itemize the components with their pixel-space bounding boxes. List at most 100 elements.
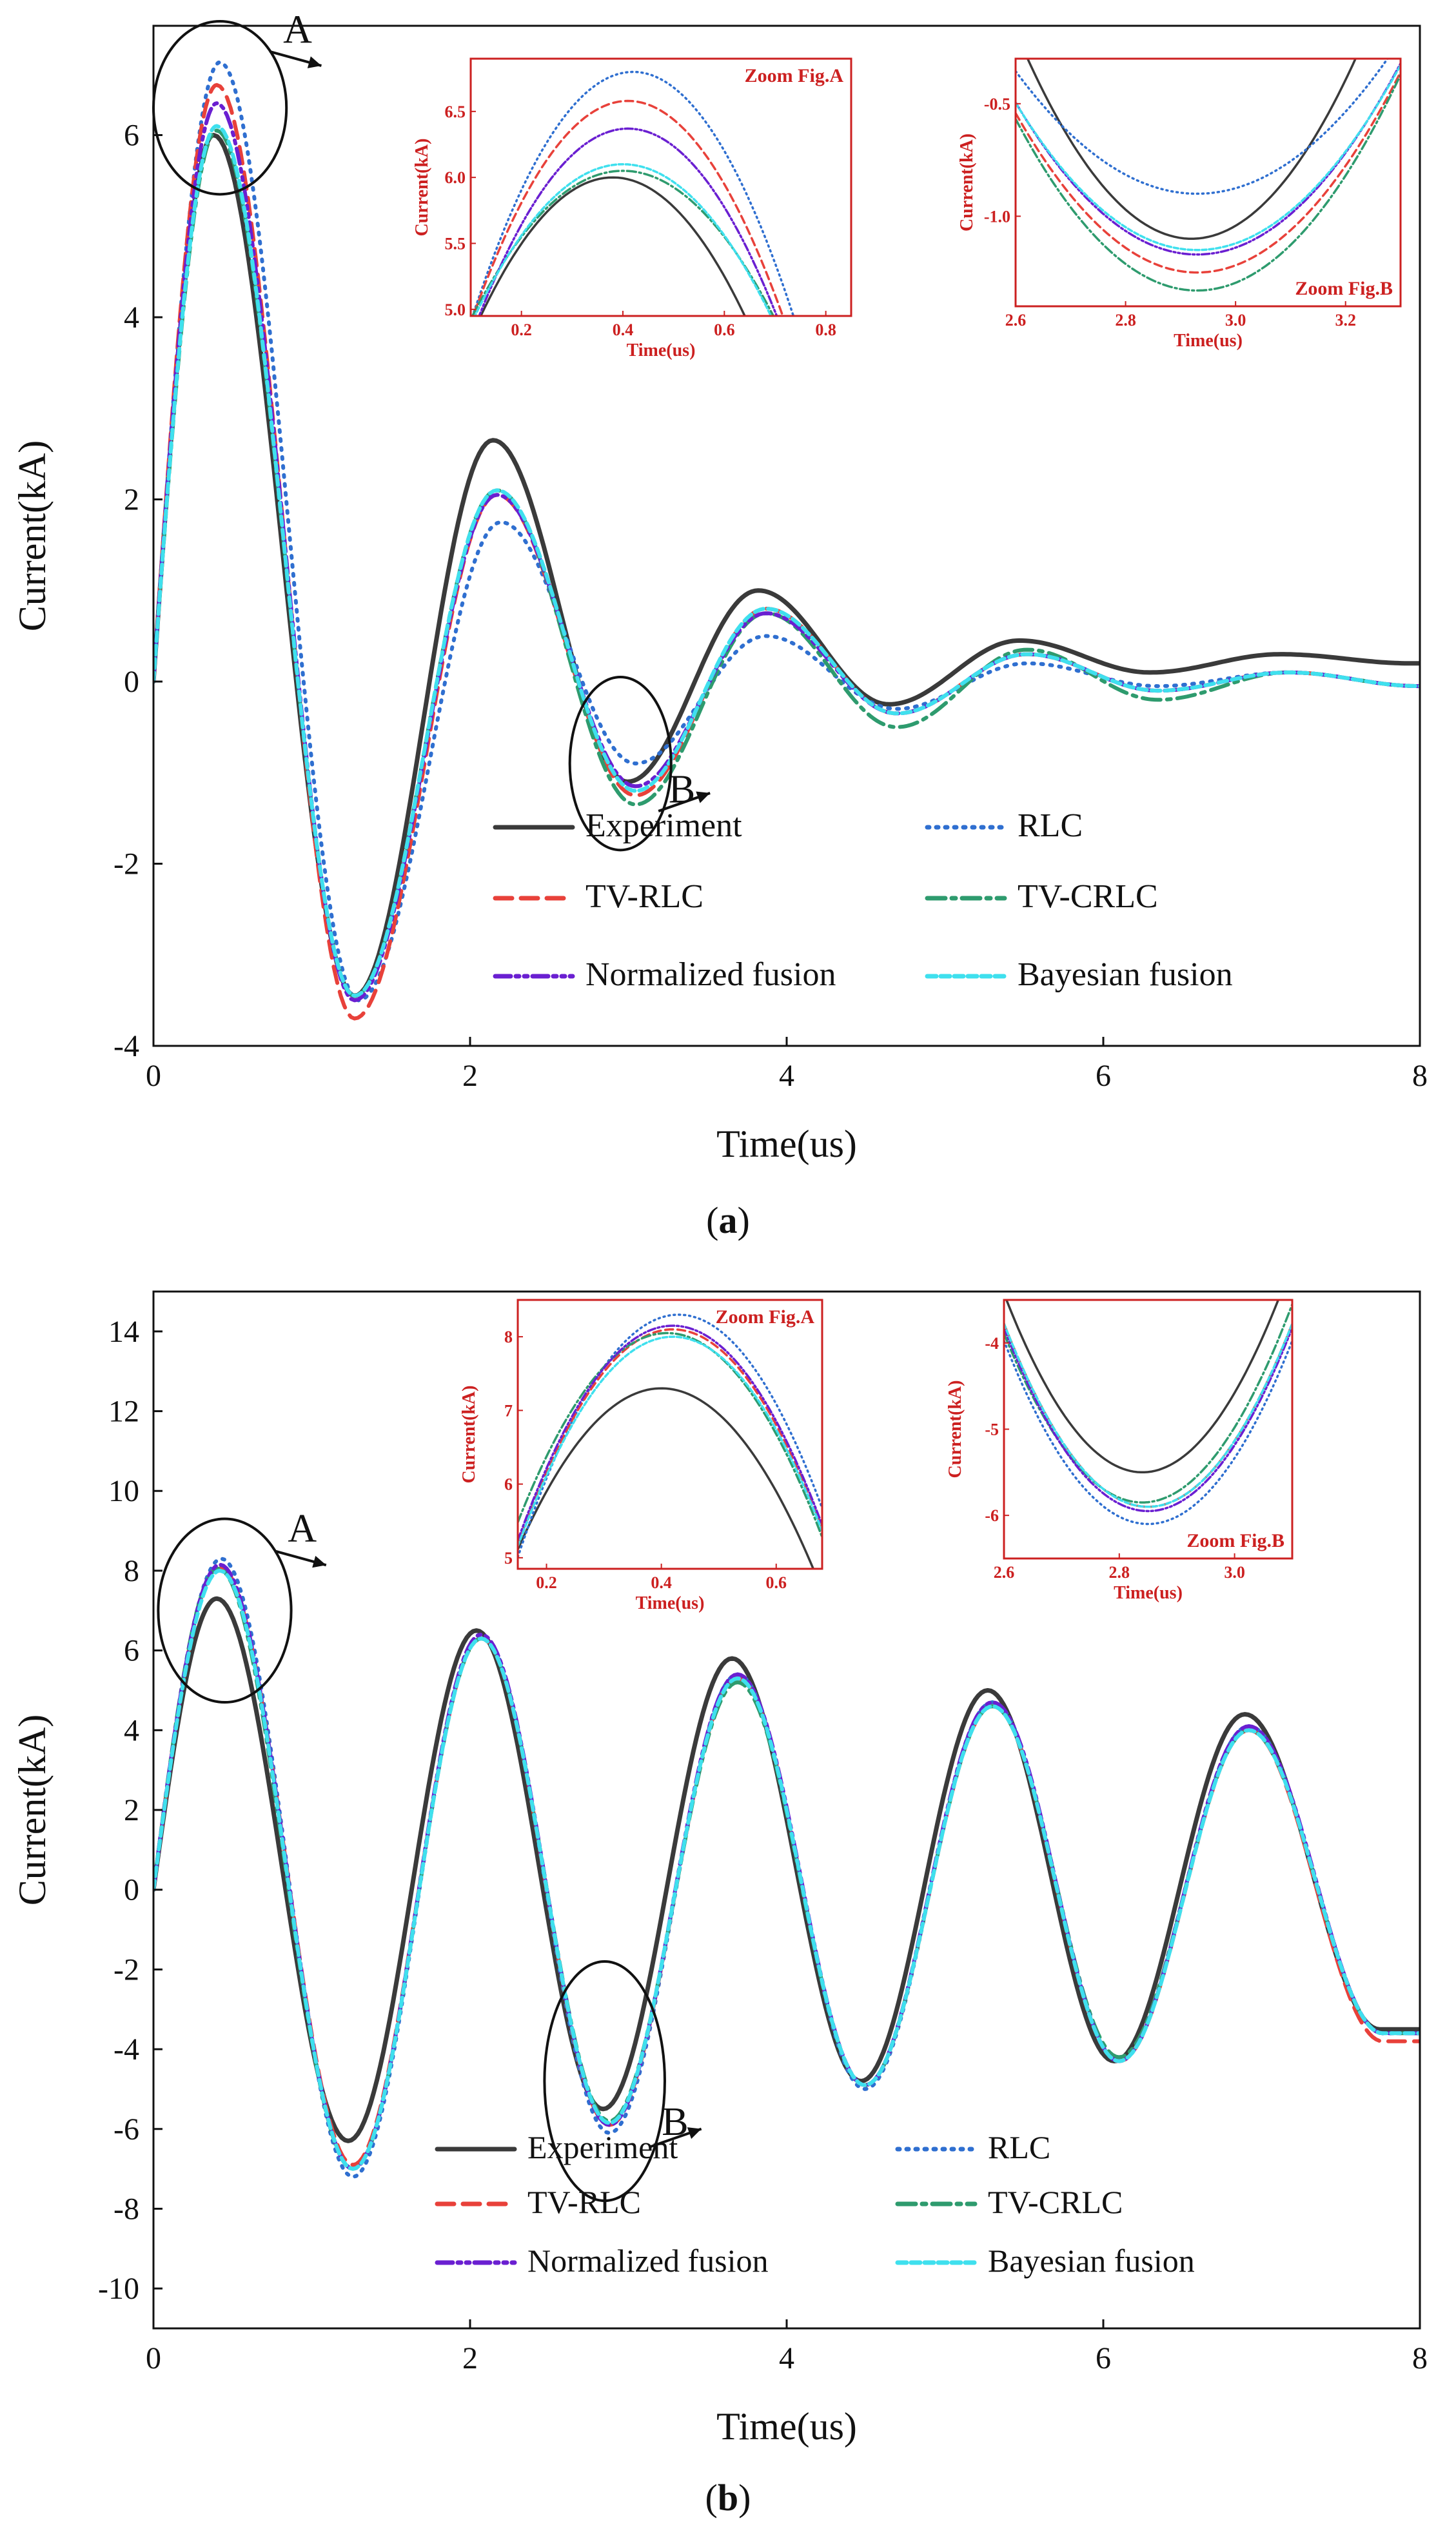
y-tick-label: -10 (98, 2272, 139, 2306)
inset-curve-experiment (1005, 1300, 1280, 1474)
inset-curve-tv-crlc (518, 1332, 822, 1538)
inset-x-tick-label: 2.8 (1115, 311, 1136, 329)
legend-label: Experiment (527, 2129, 678, 2165)
x-axis-label: Time(us) (716, 2405, 857, 2448)
inset-curves (1004, 1300, 1292, 1526)
panel-caption: (a) (706, 1199, 750, 1241)
zoom-ellipse-a (152, 19, 288, 196)
inset-y-axis-label: Current(kA) (459, 1386, 479, 1484)
x-tick-label: 8 (1412, 2341, 1428, 2375)
zoom-ellipse-a (157, 1517, 293, 1704)
zoom-marker-label-a: A (288, 1507, 317, 1551)
inset-curve-bayesian-fusion (1004, 1322, 1292, 1508)
inset-curve-experiment (479, 176, 746, 316)
inset-x-tick-label: 0.4 (651, 1573, 672, 1592)
zoom-ellipse-b (568, 675, 673, 852)
inset-curve-rlc (1016, 59, 1390, 195)
zoom-marker-label-b: B (662, 2100, 688, 2144)
y-tick-label: 14 (108, 1315, 139, 1349)
inset-title: Zoom Fig.A (745, 65, 844, 86)
legend-label: TV-RLC (527, 2184, 641, 2220)
series-line-bayesian-fusion (153, 1568, 1420, 2171)
inset-frame (516, 1299, 823, 1570)
inset-curves (518, 1313, 822, 1569)
y-tick-label: 12 (108, 1395, 139, 1429)
inset-y-tick-label: 6.5 (445, 103, 466, 121)
inset-title: Zoom Fig.B (1186, 1530, 1284, 1551)
zoom-marker-label-b: B (669, 768, 695, 812)
inset-zoom-b: 2.6 2.8 3.0 -6 -5 -4 Time(us) Current(kA) Zoom F… (945, 1296, 1297, 1604)
arrow-head-icon (307, 56, 322, 68)
legend-label: Experiment (585, 807, 742, 844)
series-line-bayesian-fusion (153, 124, 1420, 998)
series-line-tv-rlc (153, 1564, 1420, 2167)
x-tick-label: 8 (1412, 1059, 1428, 1093)
inset-x-tick-label: 2.6 (1005, 311, 1027, 329)
series-group (153, 1557, 1420, 2179)
inset-x-tick-label: 0.4 (613, 320, 634, 339)
y-tick-label: 8 (124, 1554, 139, 1588)
y-tick-label: 10 (108, 1474, 139, 1508)
x-tick-label: 0 (146, 1059, 161, 1093)
inset-curve-rlc (471, 70, 795, 316)
inset-curve-bayesian-fusion (1016, 64, 1401, 251)
inset-curve-normalized-fusion (1004, 1326, 1292, 1513)
inset-y-tick-label: -1.0 (984, 207, 1010, 226)
inset-y-tick-label: -4 (985, 1334, 999, 1353)
legend-label: Normalized fusion (585, 956, 836, 993)
x-tick-label: 4 (779, 1059, 794, 1093)
panel-a: 0 2 4 6 8 -4 -2 0 2 4 6 Time(us) Current(kA) (a) A BExp… (11, 8, 1428, 1241)
y-tick-label: -4 (113, 2032, 139, 2067)
inset-curve-tv-crlc (1016, 74, 1401, 292)
y-tick-label: -4 (113, 1029, 139, 1063)
series-line-experiment (153, 1596, 1420, 2143)
inset-curve-experiment (518, 1387, 815, 1569)
inset-y-tick-label: -0.5 (984, 95, 1010, 113)
y-tick-label: -8 (113, 2192, 139, 2226)
inset-x-axis-label: Time(us) (1174, 331, 1243, 351)
y-axis-label: Current(kA) (11, 1715, 54, 1906)
inset-curve-experiment (1026, 59, 1357, 240)
y-tick-label: 0 (124, 665, 139, 699)
inset-curve-bayesian-fusion (518, 1335, 822, 1548)
y-axis-label: Current(kA) (11, 440, 54, 632)
legend-label: Bayesian fusion (1018, 956, 1233, 993)
inset-y-tick-label: 6.0 (445, 168, 466, 187)
y-tick-label: 0 (124, 1873, 139, 1907)
inset-x-tick-label: 3.0 (1225, 311, 1246, 329)
legend-label: Normalized fusion (527, 2243, 769, 2279)
y-tick-label: -2 (113, 1952, 139, 1987)
inset-x-tick-label: 2.6 (994, 1563, 1015, 1582)
inset-frame (469, 57, 852, 317)
inset-y-tick-label: -6 (985, 1506, 999, 1525)
inset-y-tick-label: 5 (504, 1549, 513, 1568)
inset-background (416, 55, 856, 361)
inset-y-axis-label: Current(kA) (945, 1381, 965, 1479)
inset-x-tick-label: 2.8 (1109, 1563, 1130, 1582)
inset-y-tick-label: 6 (504, 1475, 513, 1494)
series-line-tv-crlc (153, 1566, 1420, 2171)
inset-y-tick-label: 8 (504, 1328, 513, 1346)
legend: Experiment TV-RLC Normalized fusion RLC TV-C… (435, 2129, 1195, 2279)
inset-y-tick-label: 7 (504, 1401, 513, 1420)
y-tick-label: 2 (124, 483, 139, 517)
series-line-rlc (153, 1557, 1420, 2179)
legend-label: TV-CRLC (988, 2184, 1123, 2220)
legend: Experiment TV-RLC Normalized fusion RLC TV-C… (493, 807, 1233, 993)
inset-zoom-b: 2.6 2.8 3.0 3.2 -1.0 -0.5 Time(us) Current(kA) Z… (957, 55, 1406, 351)
inset-x-tick-label: 0.6 (714, 320, 735, 339)
y-tick-label: 4 (124, 300, 139, 335)
inset-background (961, 55, 1406, 351)
x-axis-label: Time(us) (716, 1123, 857, 1165)
legend-label: TV-CRLC (1018, 878, 1158, 915)
x-tick-label: 2 (462, 1059, 478, 1093)
inset-frame (1014, 57, 1402, 308)
x-tick-label: 6 (1096, 2341, 1111, 2375)
inset-x-tick-label: 3.0 (1224, 1563, 1245, 1582)
y-tick-label: -6 (113, 2112, 139, 2147)
inset-x-axis-label: Time(us) (636, 1593, 705, 1613)
inset-x-tick-label: 3.2 (1335, 311, 1356, 329)
inset-y-tick-label: 5.5 (445, 234, 466, 253)
series-line-rlc (153, 60, 1420, 1003)
